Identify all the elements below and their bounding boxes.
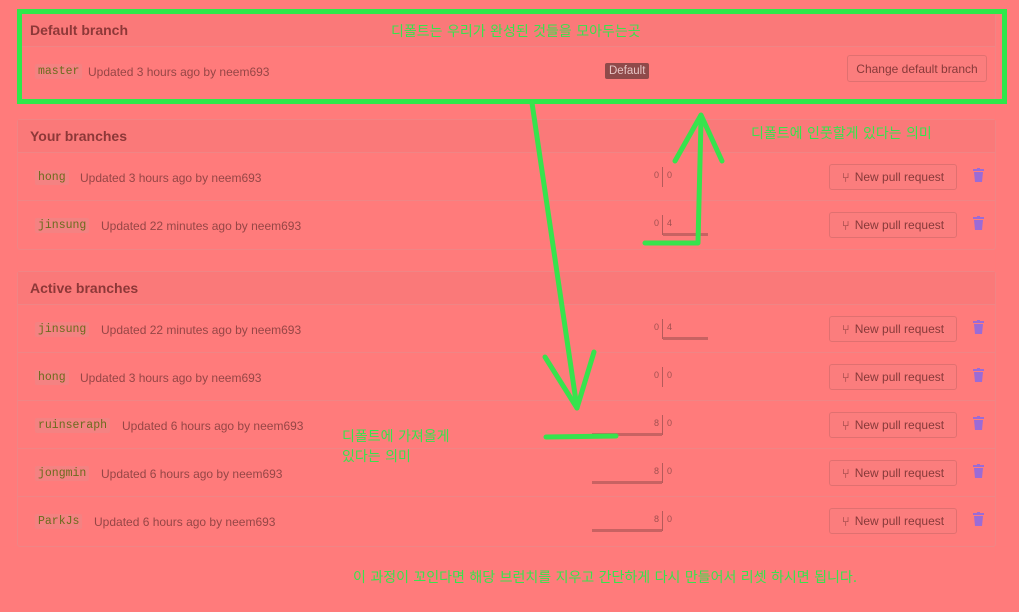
behind-count: 8	[653, 466, 659, 476]
branch-name-link[interactable]: jongmin	[35, 466, 90, 481]
new-pull-request-button[interactable]: ⑂ New pull request	[829, 212, 957, 238]
default-branch-header: Default branch	[18, 14, 995, 47]
branch-name-link[interactable]: ruinseraph	[35, 418, 111, 433]
branch-name-link[interactable]: master	[35, 64, 83, 79]
annotation-middle: 디폴트에 가져올게 있다는 의미	[342, 429, 450, 465]
default-badge: Default	[605, 63, 650, 79]
git-pull-request-icon: ⑂	[841, 417, 850, 433]
git-pull-request-icon: ⑂	[841, 169, 850, 185]
annotation-bottom: 이 과정이 꼬인다면 해당 브런치를 지우고 간단하게 다시 만들어서 리셋 하…	[353, 570, 858, 586]
behind-bar	[592, 433, 662, 436]
ahead-count: 0	[667, 170, 673, 180]
branch-row: hong Updated 3 hours ago by neem693 0 0 ⑂ New…	[18, 153, 995, 201]
behind-count: 8	[653, 418, 659, 428]
annotation-right: 디폴트에 인풋할게 있다는 의미	[751, 126, 932, 142]
branch-updated-meta: Updated 3 hours ago by neem693	[80, 171, 262, 185]
new-pull-request-label: New pull request	[854, 170, 945, 184]
ahead-behind-divider	[662, 511, 663, 531]
new-pull-request-button[interactable]: ⑂ New pull request	[829, 364, 957, 390]
ahead-behind-divider	[662, 319, 663, 339]
new-pull-request-label: New pull request	[854, 514, 945, 528]
branch-row: jinsung Updated 22 minutes ago by neem693…	[18, 201, 995, 249]
behind-count: 0	[653, 322, 659, 332]
branch-updated-meta: Updated 3 hours ago by neem693	[88, 65, 270, 79]
behind-count: 0	[653, 170, 659, 180]
branch-row: jongmin Updated 6 hours ago by neem693 8 0 ⑂…	[18, 449, 995, 497]
behind-count: 0	[653, 370, 659, 380]
ahead-behind-divider	[662, 215, 663, 235]
git-pull-request-icon: ⑂	[841, 465, 850, 481]
behind-count: 8	[653, 514, 659, 524]
new-pull-request-button[interactable]: ⑂ New pull request	[829, 164, 957, 190]
new-pull-request-label: New pull request	[854, 322, 945, 336]
annotation-top: 디폴트는 우리가 완성된 것들을 모아두는곳	[391, 24, 641, 40]
git-pull-request-icon: ⑂	[841, 513, 850, 529]
branch-row: ParkJs Updated 6 hours ago by neem693 8 0 ⑂ N…	[18, 497, 995, 545]
ahead-behind-divider	[662, 463, 663, 483]
branch-name-link[interactable]: jinsung	[35, 322, 90, 337]
active-branches-header: Active branches	[18, 272, 995, 305]
branch-row: ruinseraph Updated 6 hours ago by neem693…	[18, 401, 995, 449]
branch-name-link[interactable]: ParkJs	[35, 514, 83, 529]
branch-updated-meta: Updated 22 minutes ago by neem693	[101, 323, 302, 337]
ahead-bar	[663, 233, 708, 236]
trash-icon[interactable]	[973, 320, 984, 334]
branch-name-link[interactable]: hong	[35, 170, 69, 185]
ahead-behind-divider	[662, 367, 663, 387]
default-branch-box: Default branch master Updated 3 hours ag…	[17, 13, 996, 100]
new-pull-request-label: New pull request	[854, 370, 945, 384]
branch-row: jinsung Updated 22 minutes ago by neem693…	[18, 305, 995, 353]
branch-updated-meta: Updated 6 hours ago by neem693	[122, 419, 304, 433]
branch-name-link[interactable]: jinsung	[35, 218, 90, 233]
trash-icon[interactable]	[973, 512, 984, 526]
trash-icon[interactable]	[973, 416, 984, 430]
ahead-count: 0	[667, 514, 673, 524]
git-pull-request-icon: ⑂	[841, 217, 850, 233]
new-pull-request-button[interactable]: ⑂ New pull request	[829, 508, 957, 534]
branch-row: hong Updated 3 hours ago by neem693 0 0 ⑂ New…	[18, 353, 995, 401]
ahead-count: 4	[667, 322, 673, 332]
new-pull-request-button[interactable]: ⑂ New pull request	[829, 412, 957, 438]
git-pull-request-icon: ⑂	[841, 369, 850, 385]
trash-icon[interactable]	[973, 368, 984, 382]
ahead-count: 0	[667, 370, 673, 380]
behind-count: 0	[653, 218, 659, 228]
ahead-behind-divider	[662, 167, 663, 187]
ahead-count: 0	[667, 466, 673, 476]
active-branches-box: Active branches jinsung Updated 22 minute…	[17, 271, 996, 547]
ahead-behind-divider	[662, 415, 663, 435]
git-pull-request-icon: ⑂	[841, 321, 850, 337]
ahead-count: 0	[667, 418, 673, 428]
your-branches-header: Your branches	[18, 120, 995, 153]
behind-bar	[592, 481, 662, 484]
branch-updated-meta: Updated 6 hours ago by neem693	[101, 467, 283, 481]
change-default-branch-button[interactable]: Change default branch	[847, 55, 987, 82]
behind-bar	[592, 529, 662, 532]
branch-updated-meta: Updated 3 hours ago by neem693	[80, 371, 262, 385]
your-branches-box: Your branches hong Updated 3 hours ago by…	[17, 119, 996, 250]
trash-icon[interactable]	[973, 216, 984, 230]
ahead-count: 4	[667, 218, 673, 228]
trash-icon[interactable]	[973, 168, 984, 182]
new-pull-request-button[interactable]: ⑂ New pull request	[829, 460, 957, 486]
new-pull-request-label: New pull request	[854, 466, 945, 480]
branch-updated-meta: Updated 6 hours ago by neem693	[94, 515, 276, 529]
trash-icon[interactable]	[973, 464, 984, 478]
branch-updated-meta: Updated 22 minutes ago by neem693	[101, 219, 302, 233]
new-pull-request-button[interactable]: ⑂ New pull request	[829, 316, 957, 342]
new-pull-request-label: New pull request	[854, 218, 945, 232]
branch-row-default: master Updated 3 hours ago by neem693 De…	[18, 47, 995, 99]
branch-name-link[interactable]: hong	[35, 370, 69, 385]
new-pull-request-label: New pull request	[854, 418, 945, 432]
ahead-bar	[663, 337, 708, 340]
